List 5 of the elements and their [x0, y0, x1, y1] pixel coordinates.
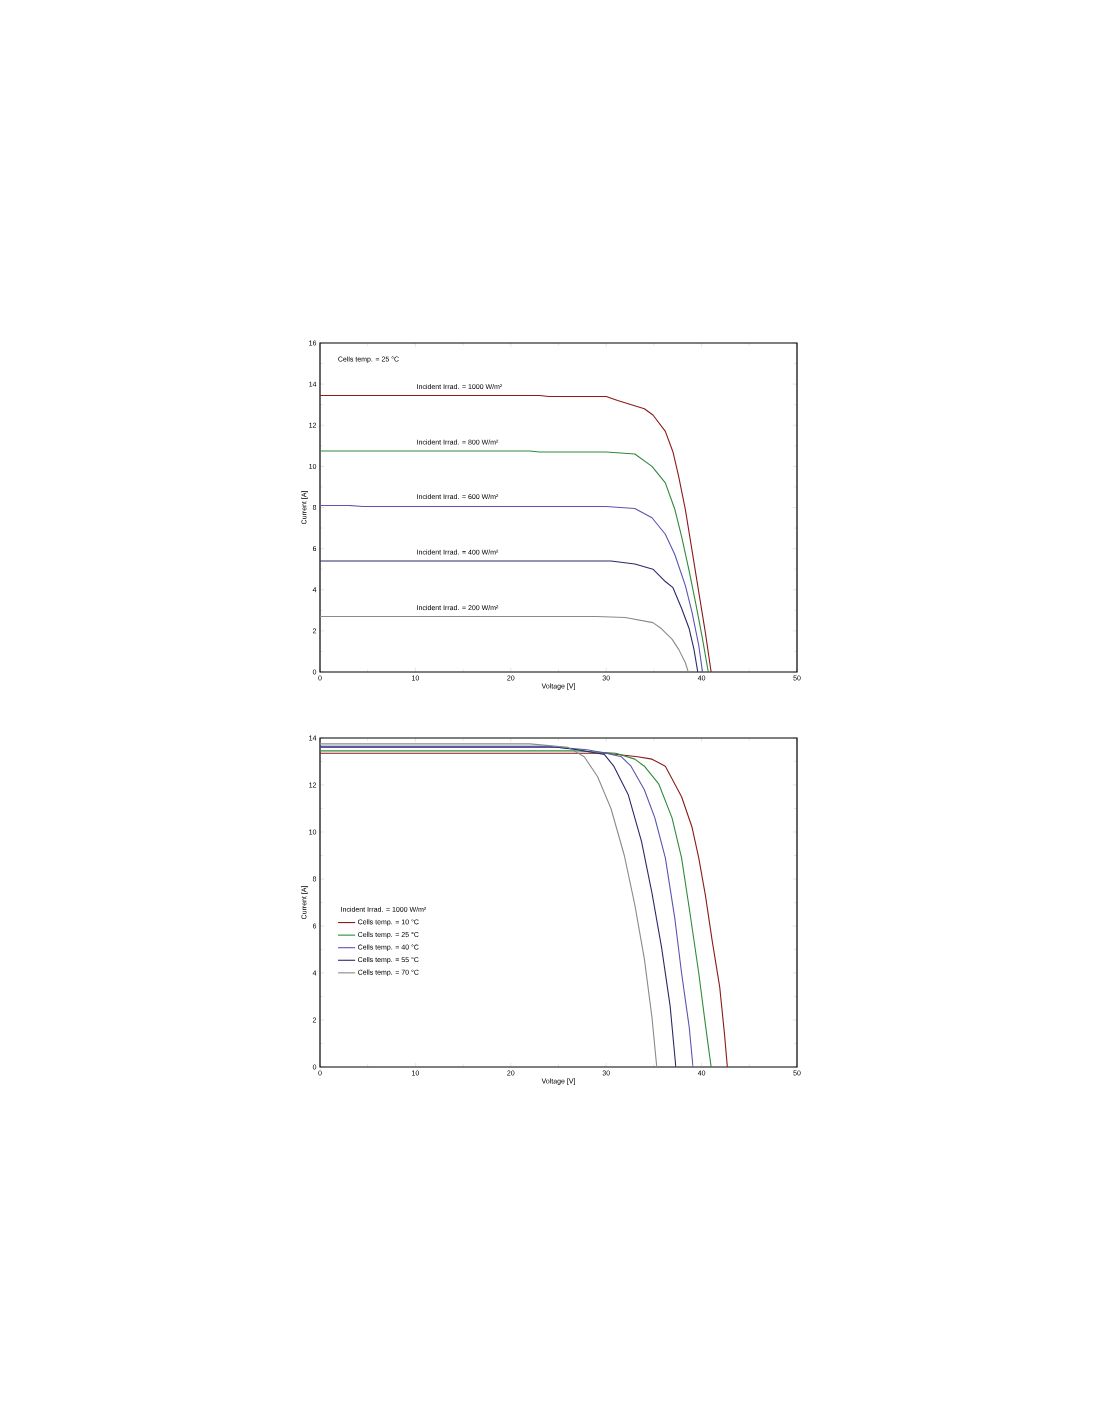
- line-series: [320, 615, 689, 672]
- line-series: [320, 560, 699, 672]
- line-series: [320, 450, 709, 672]
- line-series: [320, 394, 712, 672]
- line-series: [320, 504, 704, 672]
